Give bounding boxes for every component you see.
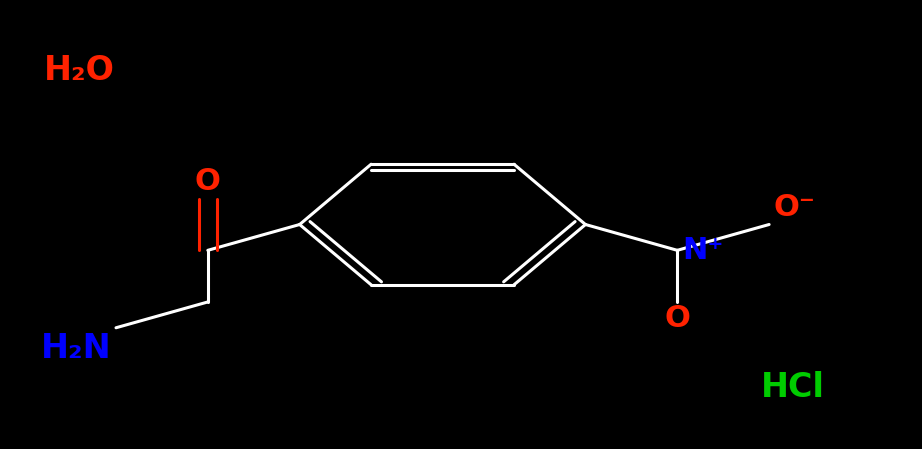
Text: N⁺: N⁺ <box>682 236 723 265</box>
Text: H₂O: H₂O <box>44 54 115 87</box>
Text: O⁻: O⁻ <box>774 193 816 222</box>
Text: H₂N: H₂N <box>41 332 112 365</box>
Text: O: O <box>665 304 691 333</box>
Text: HCl: HCl <box>762 371 825 404</box>
Text: O: O <box>195 167 220 197</box>
